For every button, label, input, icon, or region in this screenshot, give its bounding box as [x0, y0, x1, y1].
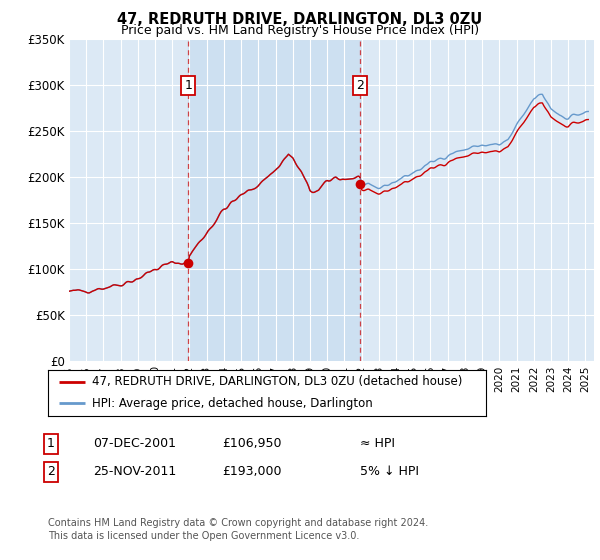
Text: 1: 1	[47, 437, 55, 450]
Bar	[188, 39, 360, 361]
Text: 25-NOV-2011: 25-NOV-2011	[93, 465, 176, 478]
Text: Price paid vs. HM Land Registry's House Price Index (HPI): Price paid vs. HM Land Registry's House …	[121, 24, 479, 37]
Text: £193,000: £193,000	[222, 465, 281, 478]
Text: 07-DEC-2001: 07-DEC-2001	[93, 437, 176, 450]
Text: 2: 2	[47, 465, 55, 478]
Text: 5% ↓ HPI: 5% ↓ HPI	[360, 465, 419, 478]
Text: 47, REDRUTH DRIVE, DARLINGTON, DL3 0ZU (detached house): 47, REDRUTH DRIVE, DARLINGTON, DL3 0ZU (…	[92, 376, 462, 389]
Text: 2: 2	[356, 79, 364, 92]
Text: 1: 1	[184, 79, 192, 92]
Text: Contains HM Land Registry data © Crown copyright and database right 2024.
This d: Contains HM Land Registry data © Crown c…	[48, 518, 428, 541]
Text: ≈ HPI: ≈ HPI	[360, 437, 395, 450]
Text: £106,950: £106,950	[222, 437, 281, 450]
Text: 47, REDRUTH DRIVE, DARLINGTON, DL3 0ZU: 47, REDRUTH DRIVE, DARLINGTON, DL3 0ZU	[118, 12, 482, 27]
Text: HPI: Average price, detached house, Darlington: HPI: Average price, detached house, Darl…	[92, 396, 373, 409]
